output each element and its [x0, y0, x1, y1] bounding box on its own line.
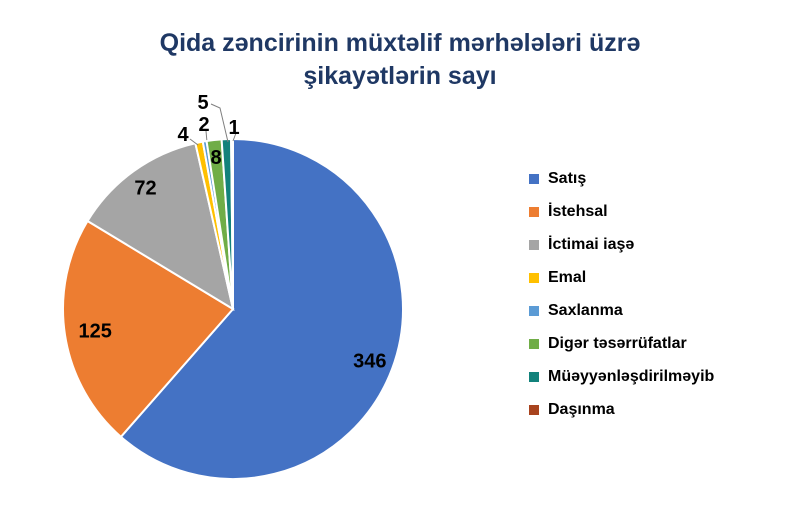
legend-label-4: Saxlanma	[548, 301, 623, 319]
legend-item-7: Daşınma	[529, 393, 714, 426]
data-label-3: 4	[177, 124, 189, 146]
leader-line-6	[210, 103, 229, 143]
legend-swatch-7	[529, 404, 539, 415]
chart-title: Qida zəncirinin müxtəlif mərhələləri üzr…	[0, 27, 800, 93]
legend-item-4: Saxlanma	[529, 294, 714, 327]
legend-item-3: Emal	[529, 261, 714, 294]
legend-item-0: Satış	[529, 162, 714, 195]
legend-label-6: Müəyyənləşdirilməyib	[548, 367, 715, 385]
pie-slice-7	[230, 137, 234, 310]
pie-slice-2	[86, 142, 235, 312]
chart-title-line1: Qida zəncirinin müxtəlif mərhələləri üzr…	[159, 29, 641, 57]
leader-line-7	[232, 132, 237, 142]
legend-label-1: İstehsal	[548, 202, 608, 220]
legend-swatch-3	[529, 272, 539, 283]
pie-slice-0	[119, 137, 404, 480]
legend-label-7: Daşınma	[548, 400, 615, 418]
legend-label-3: Emal	[548, 268, 587, 286]
legend-label-0: Satış	[548, 169, 587, 187]
legend-swatch-1	[529, 206, 539, 217]
data-label-2: 72	[134, 178, 156, 200]
data-label-0: 346	[353, 351, 386, 373]
legend: Satış İstehsal İctimai iaşə Emal Saxlanma Dig…	[529, 162, 714, 426]
chart-title-line2: şikayətlərin sayı	[303, 62, 497, 90]
pie-slice-1	[62, 219, 235, 439]
legend-swatch-4	[529, 305, 539, 316]
legend-item-2: İctimai iaşə	[529, 228, 714, 261]
data-label-6: 5	[197, 92, 208, 114]
legend-item-1: İstehsal	[529, 195, 714, 228]
legend-label-2: İctimai iaşə	[548, 235, 635, 253]
legend-swatch-5	[529, 338, 539, 349]
legend-swatch-2	[529, 239, 539, 250]
legend-swatch-6	[529, 371, 539, 382]
data-label-7: 1	[228, 117, 239, 139]
data-label-5: 8	[210, 147, 221, 169]
legend-swatch-0	[529, 173, 539, 184]
legend-item-6: Müəyyənləşdirilməyib	[529, 360, 714, 393]
legend-label-5: Digər təsərrüfatlar	[548, 334, 687, 352]
data-label-4: 2	[198, 114, 209, 136]
legend-item-5: Digər təsərrüfatlar	[529, 327, 714, 360]
leader-line-3	[189, 138, 199, 146]
data-label-1: 125	[79, 320, 112, 342]
